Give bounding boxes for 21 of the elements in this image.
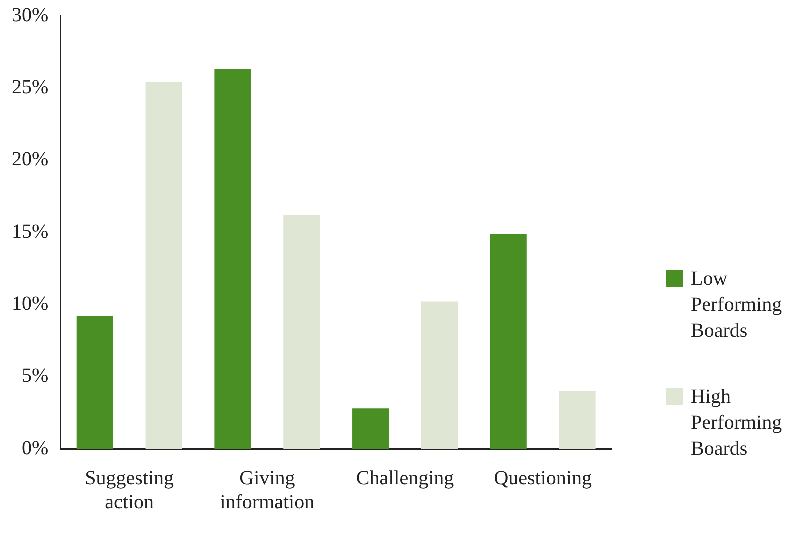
bar (352, 408, 390, 449)
x-tick-label: Challenging (356, 467, 454, 490)
bar (490, 234, 527, 449)
legend-label: Low Performing Boards (691, 267, 784, 344)
x-tick-label: Questioning (494, 467, 592, 490)
bar (284, 215, 320, 449)
y-tick-label: 30% (12, 4, 49, 26)
bar (559, 391, 596, 449)
y-tick-label: 10% (12, 292, 49, 315)
y-tick-label: 15% (12, 220, 49, 243)
y-tick-label: 25% (12, 76, 49, 98)
bar (76, 316, 114, 449)
y-tick-label: 5% (22, 365, 49, 388)
bar (421, 302, 458, 449)
bar (214, 69, 252, 449)
x-tick-label: Suggesting action (85, 467, 174, 514)
bar (146, 82, 182, 449)
x-tick-label: Giving information (220, 467, 315, 514)
legend-label: High Performing Boards (691, 385, 784, 462)
y-tick-label: 0% (22, 437, 49, 460)
y-tick-label: 20% (12, 148, 49, 171)
